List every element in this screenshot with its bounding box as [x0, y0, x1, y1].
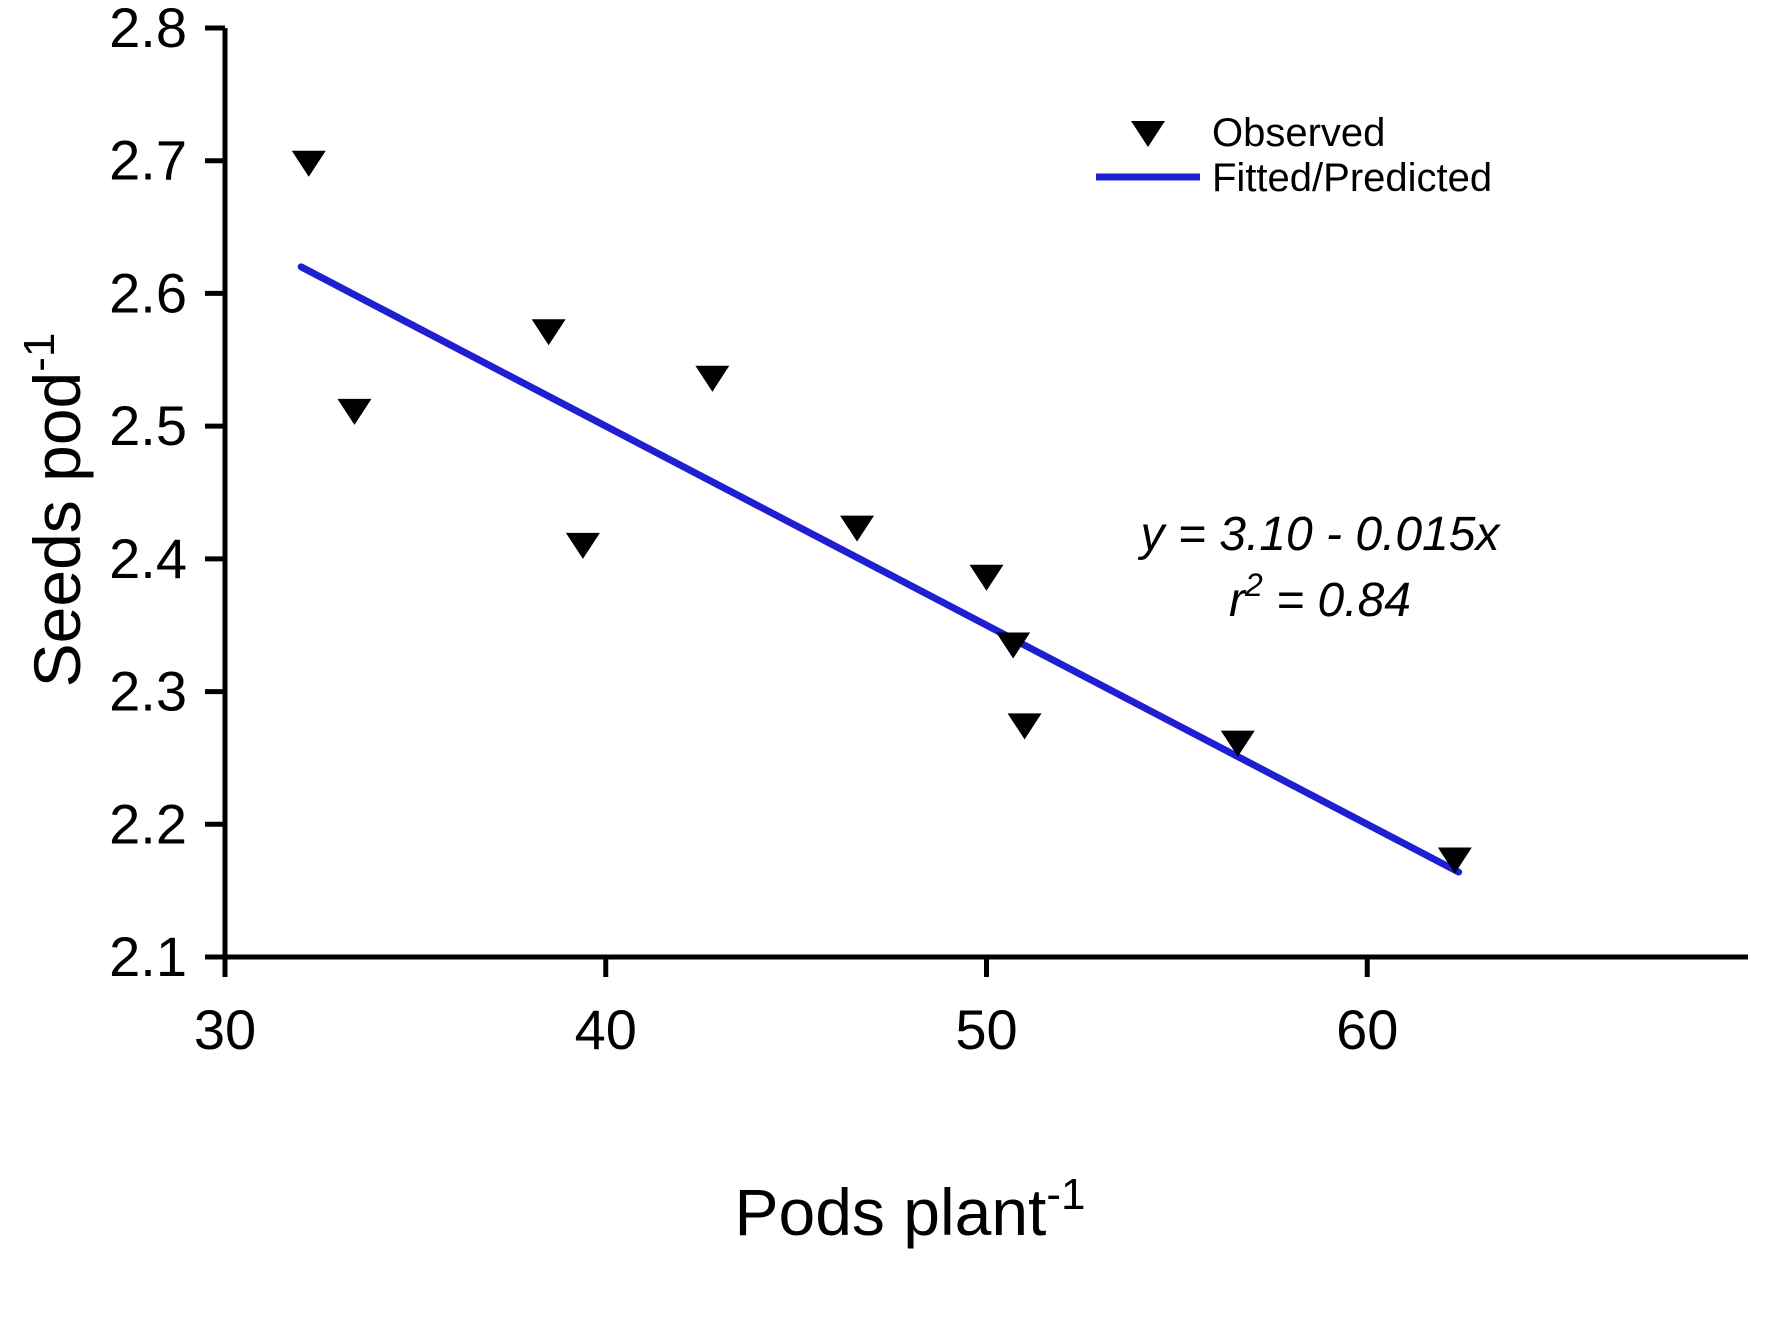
observed-point [1007, 713, 1042, 740]
x-tick-label: 60 [1336, 998, 1398, 1061]
y-tick-label: 2.7 [109, 129, 187, 192]
y-tick-label: 2.5 [109, 394, 187, 457]
y-tick-label: 2.2 [109, 792, 187, 855]
observed-point [996, 632, 1031, 659]
observed-point [337, 398, 372, 425]
x-tick-label: 40 [575, 998, 637, 1061]
y-tick-label: 2.1 [109, 925, 187, 988]
observed-point [1220, 730, 1255, 757]
y-axis-title: Seeds pod-1 [15, 333, 94, 688]
observed-point [969, 564, 1004, 591]
legend-label-observed: Observed [1212, 111, 1385, 155]
observed-point [531, 319, 566, 346]
legend-label-fitted: Fitted/Predicted [1212, 156, 1492, 200]
y-tick-label: 2.6 [109, 261, 187, 324]
x-tick-label: 30 [194, 998, 256, 1061]
y-tick-label: 2.3 [109, 660, 187, 723]
observed-point [840, 515, 875, 542]
equation-text: y = 3.10 - 0.015x [1138, 508, 1502, 561]
y-tick-label: 2.4 [109, 527, 187, 590]
fitted-line [297, 263, 1463, 876]
r-squared-text: r2 = 0.84 [1229, 567, 1411, 627]
x-axis-title: Pods plant-1 [734, 1170, 1085, 1249]
triangle-down-icon [1131, 121, 1165, 147]
observed-point [565, 532, 600, 559]
x-tick-label: 50 [955, 998, 1017, 1061]
observed-point [695, 365, 730, 392]
y-tick-label: 2.8 [109, 0, 187, 59]
observed-point [1437, 847, 1472, 874]
observed-point [291, 150, 326, 177]
